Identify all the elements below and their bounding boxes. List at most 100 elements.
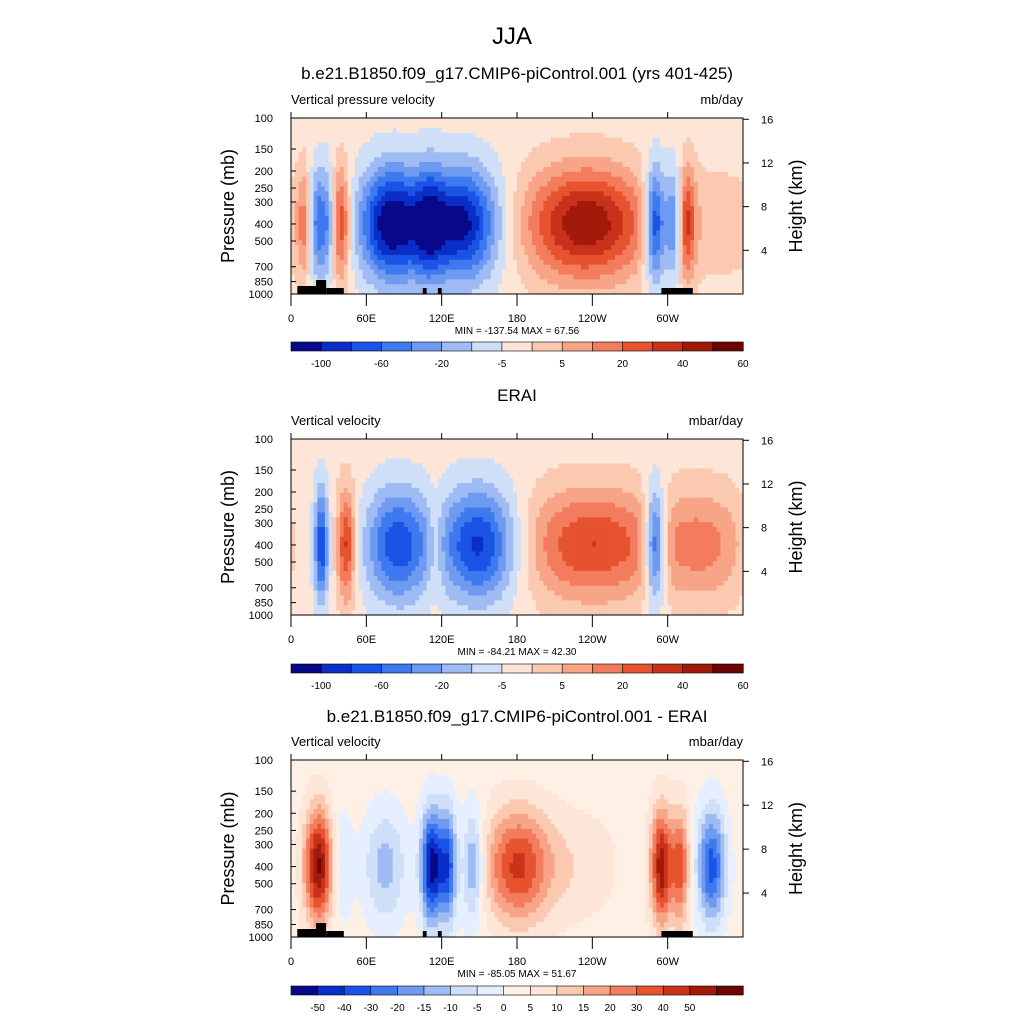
field-cell xyxy=(452,215,458,222)
field-cell xyxy=(727,132,733,139)
field-cell xyxy=(660,142,665,148)
field-cell xyxy=(294,122,300,129)
field-cell xyxy=(358,152,364,158)
field-cell xyxy=(633,181,639,188)
field-cell xyxy=(618,259,624,266)
field-cell xyxy=(686,240,691,246)
field-cell xyxy=(626,166,631,173)
field-cell xyxy=(641,225,646,232)
field-cell xyxy=(385,127,390,134)
field-cell xyxy=(366,132,371,139)
field-cell xyxy=(716,191,721,197)
field-cell xyxy=(486,137,492,144)
field-cell xyxy=(404,171,409,178)
field-cell xyxy=(633,147,639,153)
field-cell xyxy=(550,206,556,212)
field-cell xyxy=(611,147,616,153)
field-cell xyxy=(347,127,352,134)
field-cell xyxy=(494,225,499,232)
field-cell xyxy=(441,250,447,256)
field-cell xyxy=(709,225,714,232)
field-cell xyxy=(332,483,337,489)
field-cell xyxy=(321,458,326,465)
field-cell xyxy=(411,235,416,241)
field-cell xyxy=(475,127,480,134)
field-cell xyxy=(377,225,382,232)
field-cell xyxy=(528,118,533,124)
field-cell xyxy=(347,186,352,192)
field-cell xyxy=(306,147,311,153)
field-cell xyxy=(291,473,296,479)
field-cell xyxy=(517,186,522,192)
field-cell xyxy=(562,181,567,188)
field-cell xyxy=(445,152,450,158)
field-cell xyxy=(426,245,431,251)
field-cell xyxy=(388,137,394,144)
field-cell xyxy=(306,225,311,232)
field-cell xyxy=(558,254,563,261)
field-cell xyxy=(686,196,691,202)
field-cell xyxy=(321,585,326,592)
field-cell xyxy=(437,264,443,271)
field-cell xyxy=(678,269,684,276)
field-cell xyxy=(501,181,507,188)
field-cell xyxy=(554,264,560,271)
field-cell xyxy=(377,132,382,139)
field-cell xyxy=(479,181,484,188)
field-cell xyxy=(294,147,300,153)
field-cell xyxy=(339,230,345,236)
field-cell xyxy=(294,132,300,139)
field-cell xyxy=(309,132,315,139)
field-cell xyxy=(306,176,311,183)
field-cell xyxy=(498,122,503,129)
field-cell xyxy=(558,118,563,124)
field-cell xyxy=(648,181,654,188)
field-cell xyxy=(607,157,612,163)
field-cell xyxy=(366,254,371,261)
field-cell xyxy=(388,201,394,207)
field-cell xyxy=(437,166,443,173)
field-cell xyxy=(614,225,620,232)
field-cell xyxy=(355,269,360,276)
field-cell xyxy=(339,166,345,173)
field-cell xyxy=(317,580,322,587)
field-cell xyxy=(660,225,665,232)
field-cell xyxy=(517,191,522,197)
field-cell xyxy=(291,118,296,124)
field-cell xyxy=(339,463,345,469)
field-cell xyxy=(513,142,518,148)
field-cell xyxy=(547,147,552,153)
field-cell xyxy=(498,259,503,266)
field-cell xyxy=(385,206,390,212)
field-cell xyxy=(690,210,695,217)
field-cell xyxy=(460,127,465,134)
field-cell xyxy=(641,196,646,202)
field-cell xyxy=(596,157,601,163)
field-cell xyxy=(358,132,364,139)
field-cell xyxy=(411,152,416,158)
field-cell xyxy=(607,289,612,295)
field-cell xyxy=(400,210,405,217)
field-cell xyxy=(317,517,322,523)
field-cell xyxy=(671,152,676,158)
field-cell xyxy=(562,235,567,241)
field-cell xyxy=(573,186,578,192)
field-cell xyxy=(573,264,578,271)
field-cell xyxy=(468,137,473,144)
field-cell xyxy=(479,137,484,144)
field-cell xyxy=(377,210,382,217)
field-cell xyxy=(339,171,345,178)
field-cell xyxy=(648,191,654,197)
field-cell xyxy=(513,122,518,129)
field-cell xyxy=(434,127,439,134)
field-cell xyxy=(486,162,492,168)
field-cell xyxy=(370,225,375,232)
field-cell xyxy=(377,284,382,290)
y-tick-label: 1000 xyxy=(249,289,273,301)
field-cell xyxy=(294,274,300,280)
field-cell xyxy=(731,147,737,153)
field-cell xyxy=(675,201,680,207)
field-cell xyxy=(456,225,462,232)
field-cell xyxy=(351,250,356,256)
field-cell xyxy=(396,269,401,276)
